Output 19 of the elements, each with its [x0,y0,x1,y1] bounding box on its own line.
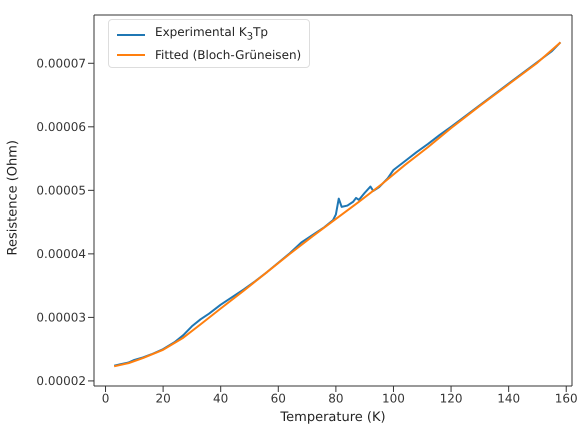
x-tick-label: 160 [554,392,578,406]
x-tick-label: 20 [155,392,171,406]
x-tick-label: 0 [102,392,110,406]
y-tick-label: 0.00004 [36,247,86,262]
x-tick-label: 60 [270,392,286,406]
y-tick-label: 0.00003 [36,310,86,325]
x-tick-label: 80 [328,392,344,406]
y-tick-label: 0.00006 [36,120,86,134]
x-axis-title: Temperature (K) [279,410,386,425]
y-tick-label: 0.00002 [36,374,86,388]
legend-label: Fitted (Bloch-Grüneisen) [155,47,302,64]
y-axis-title: Resistence (Ohm) [6,140,21,256]
legend-label: Experimental K$_{3}$Tp [155,24,268,44]
y-tick-label: 0.00007 [36,56,86,71]
x-tick-label: 120 [440,392,463,406]
x-tick-label: 100 [382,392,405,406]
y-tick-label: 0.00005 [36,184,86,198]
x-tick-label: 40 [213,392,228,406]
x-tick-label: 140 [497,392,520,406]
